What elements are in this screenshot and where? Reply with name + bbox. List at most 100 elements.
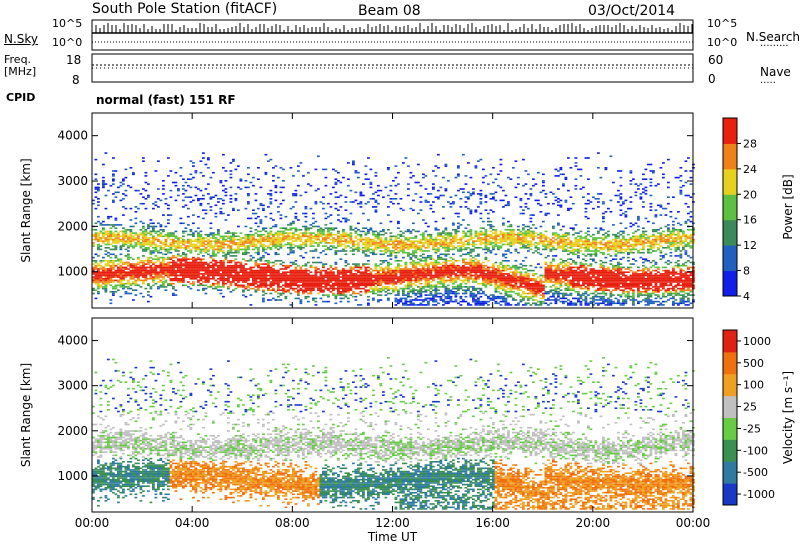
heatmap-cell (197, 274, 200, 277)
heatmap-cell (209, 198, 213, 200)
heatmap-cell (454, 260, 458, 262)
heatmap-cell (157, 273, 160, 275)
heatmap-cell (372, 291, 375, 293)
heatmap-cell (464, 232, 468, 234)
heatmap-cell (257, 248, 260, 251)
heatmap-cell (182, 258, 185, 260)
heatmap-cell (294, 201, 298, 203)
heatmap-cell (414, 299, 418, 301)
heatmap-cell (129, 229, 133, 231)
heatmap-cell (352, 162, 355, 164)
heatmap-cell (237, 266, 240, 269)
heatmap-cell (367, 302, 370, 305)
heatmap-cell (477, 237, 480, 239)
heatmap-cell (472, 260, 475, 262)
heatmap-cell (152, 284, 155, 287)
heatmap-cell (424, 273, 428, 275)
heatmap-cell (224, 282, 228, 285)
heatmap-cell (159, 266, 163, 269)
heatmap-cell (412, 291, 415, 293)
heatmap-cell (347, 269, 350, 272)
heatmap-cell (227, 261, 230, 264)
heatmap-cell (362, 271, 365, 273)
heatmap-cell (459, 274, 463, 277)
heatmap-cell (487, 271, 490, 273)
heatmap-cell (432, 201, 435, 203)
heatmap-cell (144, 278, 148, 280)
heatmap-cell (379, 282, 383, 285)
heatmap-cell (209, 273, 213, 275)
heatmap-cell (377, 273, 380, 275)
heatmap-cell (329, 279, 333, 282)
heatmap-cell (419, 292, 423, 295)
heatmap-cell (469, 233, 473, 236)
heatmap-cell (489, 276, 493, 278)
heatmap-cell (259, 279, 263, 282)
heatmap-cell (152, 225, 155, 228)
heatmap-cell (102, 268, 105, 270)
heatmap-cell (264, 284, 268, 287)
heatmap-cell (152, 278, 155, 280)
heatmap-cell (339, 286, 343, 288)
heatmap-cell (297, 219, 300, 221)
heatmap-cell (487, 297, 490, 300)
heatmap-cell (324, 300, 328, 303)
heatmap-cell (259, 266, 263, 269)
heatmap-cell (222, 199, 225, 202)
heatmap-cell (279, 242, 283, 244)
heatmap-cell (229, 274, 233, 277)
heatmap-cell (332, 168, 335, 171)
heatmap-cell (104, 268, 108, 270)
heatmap-cell (324, 294, 328, 296)
heatmap-cell (272, 271, 275, 273)
heatmap-cell (374, 289, 378, 291)
heatmap-cell (324, 271, 328, 273)
heatmap-cell (364, 255, 368, 257)
heatmap-cell (422, 260, 425, 262)
heatmap-cell (337, 219, 340, 221)
heatmap-cell (494, 253, 498, 256)
heatmap-cell (469, 229, 473, 231)
heatmap-cell (349, 235, 353, 238)
heatmap-cell (492, 181, 495, 184)
heatmap-cell (179, 242, 183, 244)
heatmap-cell (189, 173, 193, 176)
heatmap-cell (354, 295, 358, 298)
heatmap-cell (407, 287, 410, 290)
heatmap-cell (374, 263, 378, 265)
heatmap-cell (409, 271, 413, 273)
heatmap-cell (222, 266, 225, 269)
heatmap-cell (267, 245, 270, 247)
heatmap-cell (299, 268, 303, 270)
heatmap-cell (494, 282, 498, 285)
heatmap-cell (379, 299, 383, 301)
heatmap-cell (332, 284, 335, 287)
heatmap-cell (374, 242, 378, 244)
heatmap-cell (149, 233, 153, 236)
heatmap-cell (149, 273, 153, 275)
heatmap-cell (369, 240, 373, 242)
heatmap-cell (269, 266, 273, 269)
heatmap-cell (212, 278, 215, 280)
heatmap-cell (279, 240, 283, 242)
heatmap-cell (302, 256, 305, 259)
heatmap-cell (387, 250, 390, 252)
heatmap-cell (417, 289, 420, 291)
heatmap-cell (309, 286, 313, 288)
heatmap-cell (474, 287, 478, 290)
heatmap-cell (482, 304, 485, 306)
heatmap-cell (124, 274, 128, 277)
heatmap-cell (97, 240, 100, 242)
heatmap-cell (104, 250, 108, 252)
heatmap-cell (132, 271, 135, 273)
heatmap-cell (107, 281, 110, 283)
heatmap-cell (339, 282, 343, 285)
heatmap-cell (389, 255, 393, 257)
heatmap-cell (244, 295, 248, 298)
heatmap-cell (367, 284, 370, 287)
heatmap-cell (364, 247, 368, 249)
heatmap-cell (434, 284, 438, 287)
heatmap-cell (379, 263, 383, 265)
heatmap-cell (442, 235, 445, 238)
heatmap-cell (94, 268, 98, 270)
